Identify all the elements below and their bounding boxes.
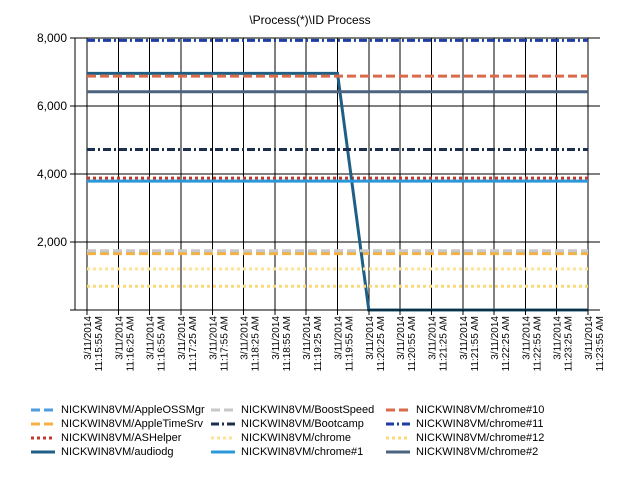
x-tick-label: 3/11/201411:22:25 AM — [490, 316, 512, 372]
legend-swatch — [386, 450, 410, 454]
x-tick-label: 3/11/201411:23:25 AM — [553, 316, 575, 372]
y-tick-label: 8,000 — [37, 31, 67, 45]
legend-item: NICKWIN8VM/chrome#10 — [385, 403, 544, 417]
legend-label: NICKWIN8VM/AppleTimeSrv — [61, 418, 204, 430]
x-tick-label: 3/11/201411:16:55 AM — [146, 316, 168, 372]
legend-label: NICKWIN8VM/chrome#2 — [416, 446, 539, 458]
legend-item: NICKWIN8VM/chrome#12 — [385, 431, 544, 445]
legend-swatch — [386, 422, 410, 426]
x-tick-label: 3/11/201411:22:55 AM — [521, 316, 543, 372]
x-tick-label: 3/11/201411:20:55 AM — [396, 316, 418, 372]
x-tick-label: 3/11/201411:16:25 AM — [114, 316, 136, 372]
legend-item: NICKWIN8VM/chrome — [210, 431, 351, 445]
legend-swatch — [386, 436, 410, 440]
legend-item: NICKWIN8VM/chrome#2 — [385, 445, 538, 459]
x-tick-label: 3/11/201411:20:25 AM — [365, 316, 387, 372]
legend-swatch — [211, 408, 235, 412]
line-chart: 2,000 4,000 6,000 8,000 3/11/201411:15:55 AM… — [37, 31, 606, 371]
axis-layer: 2,000 4,000 6,000 8,000 3/11/201411:15:55 AM… — [37, 31, 606, 371]
grid-layer — [75, 37, 600, 311]
x-tick-label: 3/11/201411:17:55 AM — [208, 316, 230, 372]
legend-label: NICKWIN8VM/audiodg — [61, 446, 174, 458]
legend-swatch — [211, 422, 235, 426]
legend-swatch — [211, 436, 235, 440]
legend-item: NICKWIN8VM/BoostSpeed — [210, 403, 374, 417]
legend-item: NICKWIN8VM/audiodg — [30, 445, 174, 459]
legend-label: NICKWIN8VM/AppleOSSMgr — [61, 404, 205, 416]
legend-swatch — [386, 408, 410, 412]
y-tick-label: 6,000 — [37, 99, 67, 113]
legend-label: NICKWIN8VM/ASHelper — [61, 432, 182, 444]
legend-item: NICKWIN8VM/ASHelper — [30, 431, 181, 445]
legend-label: NICKWIN8VM/BoostSpeed — [241, 404, 375, 416]
legend-item: NICKWIN8VM/AppleTimeSrv — [30, 417, 203, 431]
x-tick-label: 3/11/201411:18:55 AM — [271, 316, 293, 372]
x-tick-label: 3/11/201411:15:55 AM — [83, 316, 105, 372]
legend-swatch — [31, 408, 55, 412]
legend-label: NICKWIN8VM/chrome — [241, 432, 352, 444]
legend-label: NICKWIN8VM/Bootcamp — [241, 418, 364, 430]
legend-item: NICKWIN8VM/chrome#11 — [385, 417, 544, 431]
x-tick-label: 3/11/201411:21:55 AM — [459, 316, 481, 372]
x-tick-label: 3/11/201411:19:25 AM — [302, 316, 324, 372]
legend-label: NICKWIN8VM/chrome#11 — [416, 418, 544, 430]
legend-swatch — [31, 450, 55, 454]
x-tick-label: 3/11/201411:18:25 AM — [240, 316, 262, 372]
legend-label: NICKWIN8VM/chrome#1 — [241, 446, 364, 458]
y-tick-label: 4,000 — [37, 167, 67, 181]
legend-label: NICKWIN8VM/chrome#12 — [416, 432, 545, 444]
legend-label: NICKWIN8VM/chrome#10 — [416, 404, 545, 416]
y-tick-label: 2,000 — [37, 235, 67, 249]
legend-item: NICKWIN8VM/AppleOSSMgr — [30, 403, 205, 417]
x-tick-label: 3/11/201411:17:25 AM — [177, 316, 199, 372]
legend-swatch — [31, 422, 55, 426]
legend-swatch — [211, 450, 235, 454]
x-tick-label: 3/11/201411:19:55 AM — [334, 316, 356, 372]
legend-item: NICKWIN8VM/Bootcamp — [210, 417, 364, 431]
chart-title: \Process(*)\ID Process — [249, 13, 371, 27]
x-tick-label: 3/11/201411:23:55 AM — [584, 316, 606, 372]
legend-swatch — [31, 436, 55, 440]
legend-item: NICKWIN8VM/chrome#1 — [210, 445, 363, 459]
x-tick-label: 3/11/201411:21:25 AM — [427, 316, 449, 372]
